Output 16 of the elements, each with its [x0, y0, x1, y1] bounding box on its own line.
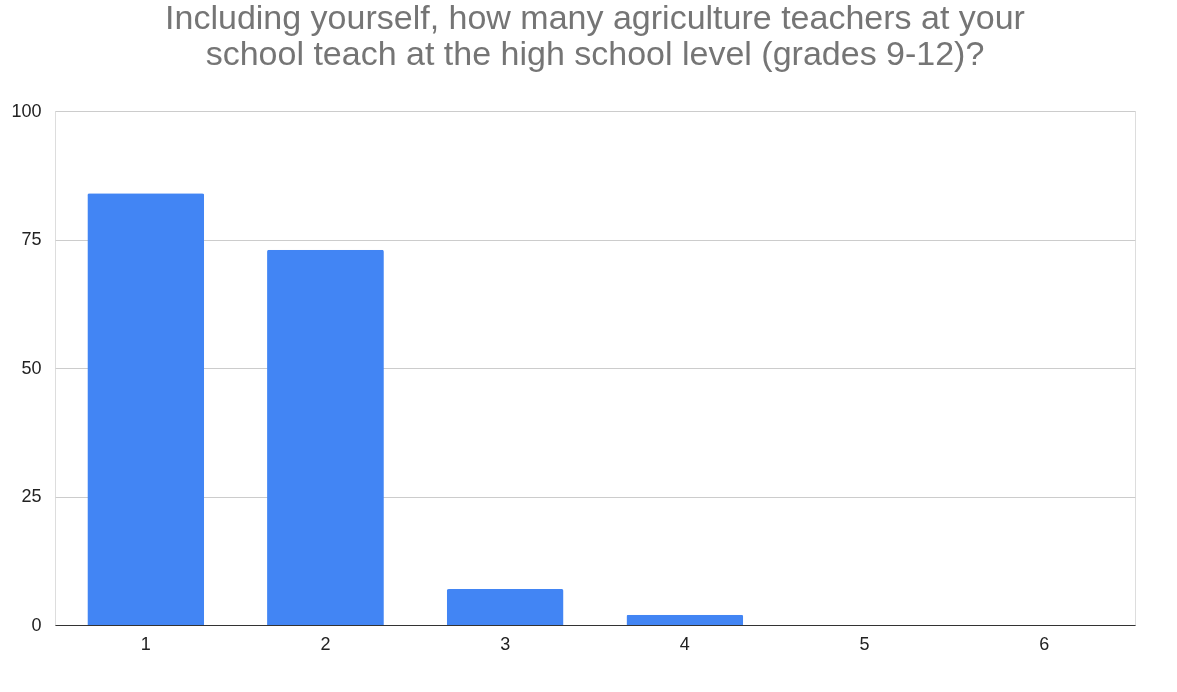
bar	[267, 249, 384, 625]
x-tick-label: 3	[500, 633, 511, 654]
x-tick-label: 4	[679, 633, 690, 654]
x-tick-label: 5	[859, 633, 870, 654]
bar	[626, 614, 744, 625]
y-tick-label: 0	[31, 614, 42, 635]
bar	[446, 589, 564, 625]
y-tick-label: 75	[21, 229, 42, 249]
y-tick-label: 25	[21, 486, 42, 506]
x-tick-label: 1	[140, 633, 151, 654]
x-tick-label: 6	[1039, 633, 1050, 654]
text: Including yourself, how many agriculture teachers at your	[165, 0, 1025, 36]
bar	[87, 193, 205, 625]
y-tick-label: 50	[21, 357, 42, 378]
x-tick-label: 2	[320, 633, 331, 654]
y-tick-label: 100	[11, 100, 42, 121]
